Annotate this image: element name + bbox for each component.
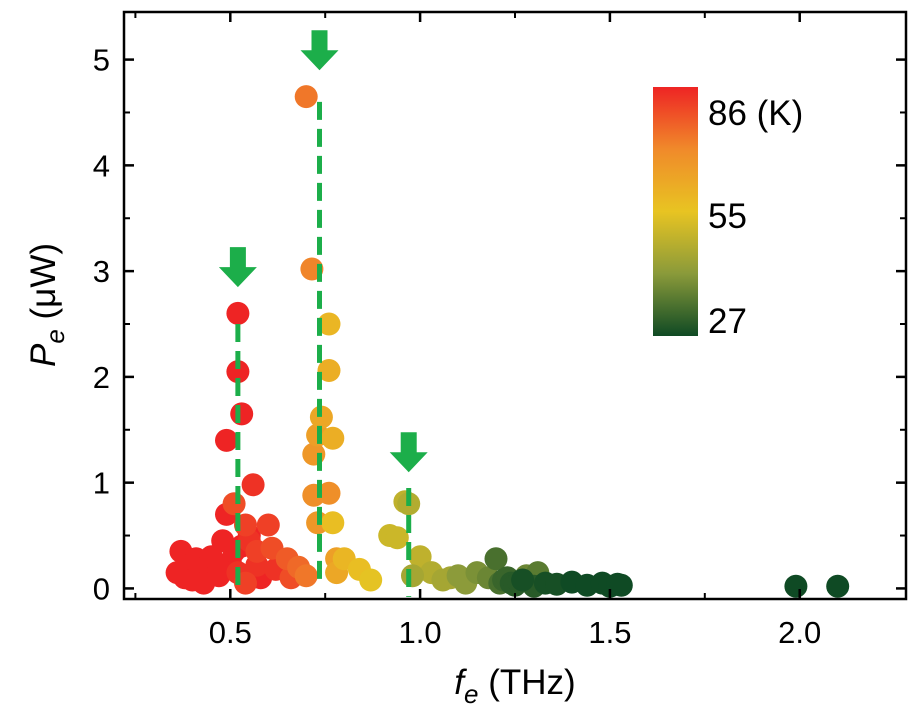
x-axis-title: fe (THz) <box>454 663 575 709</box>
colorbar <box>653 87 698 336</box>
data-points <box>165 85 850 598</box>
y-tick-label: 3 <box>93 254 110 289</box>
x-tick-label: 1.5 <box>588 615 631 650</box>
resonance-arrow-icon <box>389 432 428 473</box>
data-point <box>241 473 265 497</box>
y-axis-unit: (μW) <box>24 243 63 329</box>
data-point <box>408 545 432 569</box>
data-point <box>401 564 424 588</box>
x-axis-sub: e <box>464 679 478 709</box>
data-point <box>222 492 246 516</box>
resonance-markers <box>218 30 428 597</box>
y-tick-label: 5 <box>93 43 110 78</box>
y-tick-label: 0 <box>93 571 110 606</box>
x-axis-unit: (THz) <box>479 663 576 702</box>
resonance-arrow-icon <box>218 247 257 288</box>
data-point <box>317 359 341 382</box>
x-tick-label: 0.5 <box>209 615 252 650</box>
data-point <box>309 405 333 429</box>
x-tick-label: 2.0 <box>778 615 821 650</box>
data-point <box>256 513 280 537</box>
y-axis-sub: e <box>40 329 70 343</box>
y-tick-label: 1 <box>93 466 110 501</box>
data-point <box>215 428 238 452</box>
data-point <box>784 574 808 598</box>
x-tick-label: 1.0 <box>399 615 442 650</box>
data-point <box>511 568 535 592</box>
data-point <box>484 547 508 571</box>
data-point <box>609 573 633 597</box>
data-point <box>826 574 850 598</box>
data-point <box>321 511 345 535</box>
data-point <box>317 312 341 336</box>
y-tick-label: 2 <box>93 360 110 395</box>
data-point <box>294 564 318 588</box>
data-point <box>359 568 383 592</box>
data-point <box>317 481 341 505</box>
axis-ticks: 0.5 1.0 1.5 2.0 0 1 2 3 4 5 <box>93 12 906 650</box>
data-point <box>385 526 409 550</box>
data-point <box>230 402 254 426</box>
colorbar-label-max: 86 (K) <box>708 94 803 133</box>
colorbar-label-min: 27 <box>708 302 747 341</box>
y-axis-title: Pe (μW) <box>24 243 70 367</box>
data-point <box>199 545 223 569</box>
y-tick-label: 4 <box>93 148 110 183</box>
data-point <box>294 85 318 109</box>
colorbar-label-mid: 55 <box>708 197 747 236</box>
y-axis-var: P <box>24 343 63 367</box>
resonance-arrow-icon <box>300 30 339 71</box>
data-point <box>226 360 250 384</box>
data-point <box>226 301 250 325</box>
data-point <box>211 529 235 553</box>
data-point <box>321 426 345 450</box>
